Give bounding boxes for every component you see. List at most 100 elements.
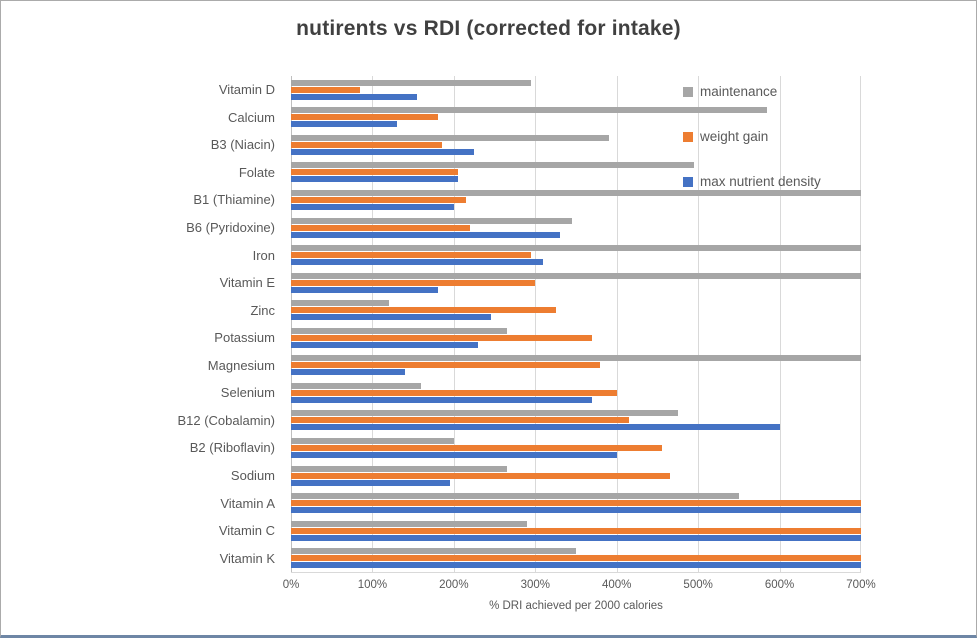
bar-weight-gain — [291, 141, 442, 148]
bar-weight-gain — [291, 417, 629, 424]
bar-max-nutrient-density — [291, 121, 397, 128]
bar-group — [291, 241, 861, 269]
bar-max-nutrient-density — [291, 396, 593, 403]
bar-group — [291, 104, 861, 132]
bar-maintenance — [291, 245, 861, 252]
x-tick-label: 300% — [520, 579, 550, 591]
x-tick-label: 500% — [683, 579, 713, 591]
gridline — [535, 76, 537, 572]
bar-weight-gain — [291, 169, 458, 176]
category-label: Folate — [238, 164, 275, 180]
chart-title: nutirents vs RDI (corrected for intake) — [296, 17, 681, 40]
category-label: B3 (Niacin) — [210, 137, 275, 153]
category-label: Iron — [252, 247, 275, 263]
x-tick-label: 200% — [439, 579, 469, 591]
x-axis-tick-labels: 0% 100% 200% 300% 400% 500% 600% 700% — [283, 579, 876, 593]
bar-group — [291, 324, 861, 352]
category-label: Zinc — [250, 302, 275, 318]
category-label: B12 (Cobalamin) — [177, 412, 275, 428]
bar-max-nutrient-density — [291, 203, 454, 210]
bar-max-nutrient-density — [291, 451, 617, 458]
bar-max-nutrient-density — [291, 148, 475, 155]
y-axis-category-labels: Vitamin D Calcium B3 (Niacin) Folate B1 (Thi… — [1, 76, 283, 572]
category-label: Vitamin K — [219, 550, 275, 566]
bar-group — [291, 214, 861, 242]
bar-maintenance — [291, 493, 739, 500]
bar-weight-gain — [291, 279, 536, 286]
gridline — [698, 76, 700, 572]
category-label: Potassium — [214, 330, 275, 346]
bar-weight-gain — [291, 114, 438, 121]
bar-maintenance — [291, 465, 507, 472]
bar-max-nutrient-density — [291, 341, 479, 348]
bar-maintenance — [291, 107, 768, 114]
category-label: B2 (Riboflavin) — [189, 440, 275, 456]
bar-maintenance — [291, 548, 576, 555]
category-label: Vitamin A — [220, 495, 275, 511]
bar-weight-gain — [291, 224, 471, 231]
bar-group — [291, 159, 861, 187]
category-label: Vitamin C — [218, 523, 275, 539]
category-label: Calcium — [228, 109, 275, 125]
bar-maintenance — [291, 355, 861, 362]
category-label: Vitamin D — [218, 82, 275, 98]
bar-weight-gain — [291, 252, 532, 259]
gridline — [860, 76, 861, 572]
bar-weight-gain — [291, 86, 361, 93]
bar-weight-gain — [291, 555, 861, 562]
bar-weight-gain — [291, 444, 662, 451]
x-axis-title: % DRI achieved per 2000 calories — [489, 600, 663, 612]
bar-max-nutrient-density — [291, 369, 405, 376]
category-label: Sodium — [230, 468, 275, 484]
bar-maintenance — [291, 410, 678, 417]
bar-group — [291, 517, 861, 545]
category-label: Vitamin E — [219, 275, 275, 291]
bar-maintenance — [291, 79, 532, 86]
bar-group — [291, 379, 861, 407]
bar-group — [291, 76, 861, 104]
bar-maintenance — [291, 189, 861, 196]
bar-weight-gain — [291, 527, 861, 534]
bar-maintenance — [291, 134, 609, 141]
bar-group — [291, 296, 861, 324]
bar-max-nutrient-density — [291, 507, 861, 514]
bar-maintenance — [291, 217, 572, 224]
x-tick-label: 600% — [764, 579, 795, 591]
bar-weight-gain — [291, 500, 861, 507]
x-tick-label: 700% — [846, 579, 876, 591]
bar-maintenance — [291, 382, 422, 389]
bar-maintenance — [291, 520, 528, 527]
bar-weight-gain — [291, 389, 617, 396]
bar-max-nutrient-density — [291, 231, 560, 238]
bar-max-nutrient-density — [291, 424, 780, 431]
bar-maintenance — [291, 300, 389, 307]
bar-group — [291, 131, 861, 159]
gridline — [779, 76, 781, 572]
category-label: Selenium — [220, 385, 275, 401]
bar-maintenance — [291, 272, 861, 279]
gridline — [372, 76, 374, 572]
bar-group — [291, 352, 861, 380]
bar-weight-gain — [291, 307, 556, 314]
x-tick-label: 0% — [282, 579, 300, 591]
x-tick-label: 100% — [357, 579, 388, 591]
plot-area: maintenance weight gain max nutrient densi… — [291, 76, 861, 573]
bar-group — [291, 544, 861, 572]
bar-maintenance — [291, 327, 507, 334]
x-tick-label: 400% — [601, 579, 632, 591]
bar-weight-gain — [291, 196, 467, 203]
y-axis-line — [291, 76, 292, 572]
bar-max-nutrient-density — [291, 286, 438, 293]
bar-maintenance — [291, 437, 454, 444]
bar-weight-gain — [291, 362, 601, 369]
bar-group — [291, 186, 861, 214]
bar-weight-gain — [291, 334, 593, 341]
bar-max-nutrient-density — [291, 479, 450, 486]
bar-max-nutrient-density — [291, 259, 544, 266]
category-label: Magnesium — [207, 357, 275, 373]
bar-group — [291, 434, 861, 462]
bar-group — [291, 462, 861, 490]
bar-maintenance — [291, 162, 695, 169]
gridline — [616, 76, 618, 572]
